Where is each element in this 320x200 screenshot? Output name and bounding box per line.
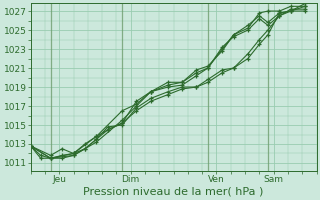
X-axis label: Pression niveau de la mer( hPa ): Pression niveau de la mer( hPa ): [84, 187, 264, 197]
